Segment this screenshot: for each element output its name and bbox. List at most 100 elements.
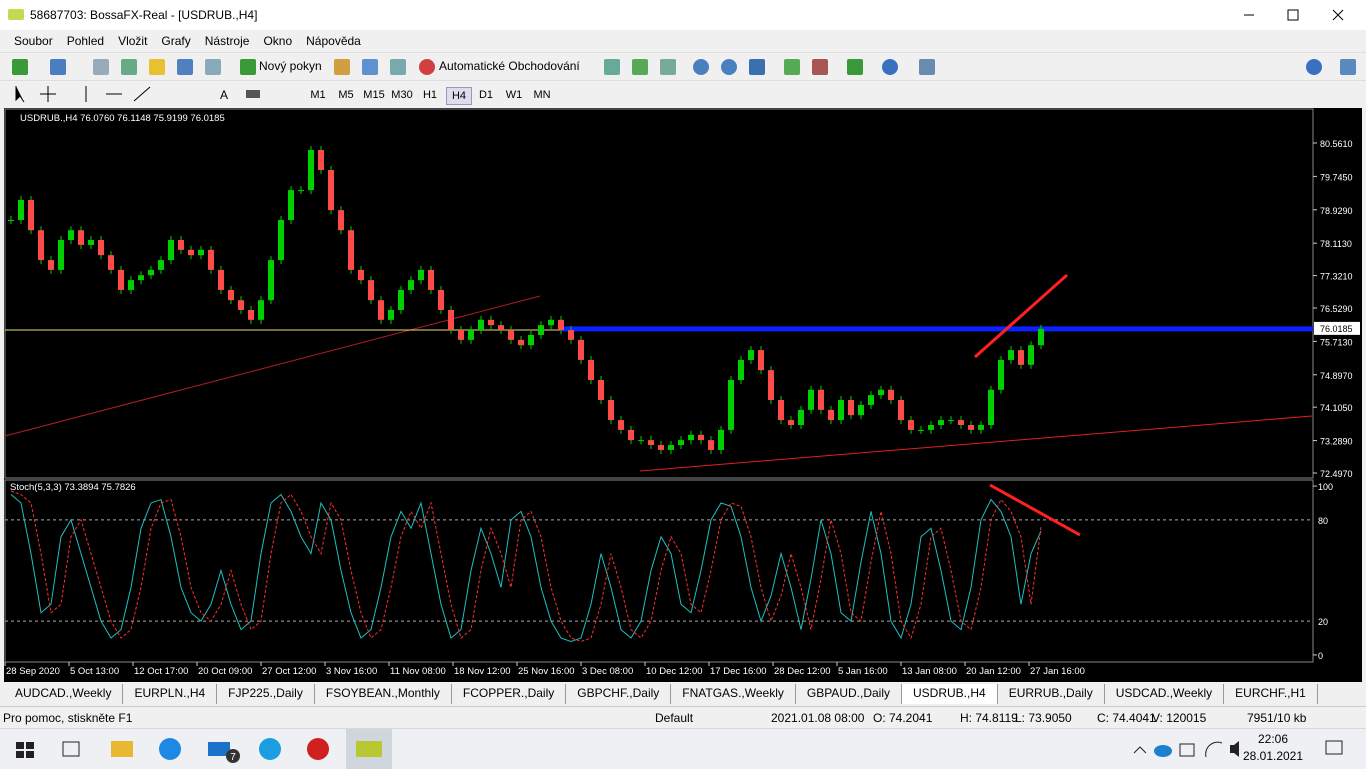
timeframe-button[interactable]: D1	[478, 89, 494, 101]
menu-item[interactable]: Nápověda	[306, 34, 361, 48]
edge[interactable]	[259, 738, 281, 760]
y-tick-label: 76.5290	[1320, 304, 1353, 314]
icon[interactable]	[121, 59, 137, 75]
drawing-tools[interactable]: A	[8, 84, 298, 104]
menu-item[interactable]: Okno	[263, 34, 293, 48]
timeframe-button[interactable]: M5	[338, 89, 354, 101]
icon[interactable]	[334, 59, 350, 75]
icon[interactable]	[919, 59, 935, 75]
timeframe-button[interactable]: M30	[391, 89, 413, 101]
icon[interactable]	[604, 59, 620, 75]
crosshair-tool[interactable]	[40, 86, 56, 102]
icon[interactable]	[177, 59, 193, 75]
last-price-band	[560, 326, 1313, 332]
mail[interactable]	[208, 742, 230, 756]
cursor-tool[interactable]	[15, 86, 25, 103]
icon[interactable]	[721, 59, 737, 75]
taskbar: 7 22:06 28.01.2021	[0, 728, 1366, 769]
task-view[interactable]	[62, 741, 80, 757]
stoch-header: Stoch(5,3,3) 73.3894 75.7826	[10, 482, 136, 493]
icon[interactable]	[693, 59, 709, 75]
icon[interactable]	[149, 59, 165, 75]
timeframe-button[interactable]: M15	[363, 89, 385, 101]
close[interactable]	[1332, 9, 1344, 21]
icon[interactable]	[1340, 59, 1356, 75]
volume[interactable]	[1230, 741, 1239, 757]
icon[interactable]	[12, 59, 28, 75]
teamviewer[interactable]	[159, 738, 181, 760]
candle	[628, 429, 634, 441]
status-field: O: 74.2041	[873, 711, 933, 725]
label-tool[interactable]	[246, 90, 260, 98]
notifications[interactable]	[1325, 740, 1343, 755]
chart-tabs: AUDCAD.,Weekly EURPLN.,H4 FJP225.,Daily FSO…	[4, 684, 1324, 704]
maximize[interactable]	[1287, 9, 1299, 21]
chart-tab[interactable]: EURPLN.,H4	[123, 684, 218, 704]
candle	[188, 249, 194, 256]
status-field: Default	[655, 711, 694, 725]
trendline-tool[interactable]	[133, 86, 151, 102]
icon[interactable]	[390, 59, 406, 75]
chart-tab[interactable]: USDRUB.,H4	[902, 684, 998, 704]
icon[interactable]	[660, 59, 676, 75]
timeframe-button[interactable]: H4	[446, 87, 472, 105]
icon[interactable]	[749, 59, 765, 75]
chart-tab[interactable]: GBPAUD.,Daily	[796, 684, 902, 704]
wifi[interactable]	[1205, 741, 1223, 758]
taskbar-icons[interactable]: 7	[0, 729, 400, 769]
start-button[interactable]	[16, 742, 34, 758]
menu-item[interactable]: Vložit	[118, 34, 148, 48]
chart-tab[interactable]: USDCAD.,Weekly	[1105, 684, 1225, 704]
menu-item[interactable]: Grafy	[161, 34, 191, 48]
onedrive[interactable]	[1154, 745, 1172, 757]
tray-icon[interactable]	[1179, 743, 1195, 757]
text-tool-icon[interactable]: A	[220, 88, 228, 102]
chart-tab[interactable]: EURRUB.,Daily	[998, 684, 1105, 704]
new-order[interactable]: Nový pokyn	[259, 59, 322, 73]
toolbar: A M1 M5 M15 M30 H1 H4 D1 W1 MN	[0, 80, 1366, 107]
timeframe-button[interactable]: MN	[533, 89, 551, 101]
auto-trading[interactable]: Automatické Obchodování	[439, 59, 580, 73]
candle	[898, 400, 904, 421]
candle	[28, 199, 34, 231]
timeframe-button[interactable]: W1	[505, 89, 523, 101]
timeframe-button[interactable]: H1	[422, 89, 438, 101]
tray-up[interactable]	[1133, 746, 1147, 754]
x-tick-label: 27 Oct 12:00	[262, 666, 316, 677]
candle	[108, 255, 114, 270]
chart-tab[interactable]: EURCHF.,H1	[1224, 684, 1318, 704]
icon[interactable]	[882, 59, 898, 75]
candle	[538, 325, 544, 335]
chart-tab[interactable]: GBPCHF.,Daily	[566, 684, 672, 704]
chart-tab[interactable]: FSOYBEAN.,Monthly	[315, 684, 452, 704]
x-tick-label: 28 Dec 12:00	[774, 666, 831, 677]
chart-tab[interactable]: AUDCAD.,Weekly	[4, 684, 124, 704]
icon[interactable]	[1306, 59, 1322, 75]
candle	[1008, 350, 1014, 360]
timeframe-button[interactable]: M1	[310, 89, 326, 101]
candle	[798, 409, 804, 425]
menu-item[interactable]: Nástroje	[204, 34, 250, 48]
icon[interactable]	[847, 59, 863, 75]
icon[interactable]	[205, 59, 221, 75]
icon[interactable]	[784, 59, 800, 75]
icon[interactable]	[240, 59, 256, 75]
icon[interactable]	[93, 59, 109, 75]
tray[interactable]	[1130, 729, 1366, 769]
explorer[interactable]	[111, 741, 133, 757]
menu-item[interactable]: Soubor	[14, 34, 53, 48]
app-s[interactable]	[307, 738, 329, 760]
icon[interactable]	[632, 59, 648, 75]
candle	[828, 409, 834, 421]
chart-tab[interactable]: FCOPPER.,Daily	[452, 684, 567, 704]
menu-item[interactable]: Pohled	[66, 34, 105, 48]
chart-tab[interactable]: FNATGAS.,Weekly	[671, 684, 796, 704]
icon[interactable]	[50, 59, 66, 75]
candle	[128, 280, 134, 290]
fx-app[interactable]	[356, 741, 382, 757]
icon[interactable]	[812, 59, 828, 75]
icon[interactable]	[362, 59, 378, 75]
icon[interactable]	[419, 59, 435, 75]
window-controls[interactable]	[1230, 0, 1366, 30]
chart-tab[interactable]: FJP225.,Daily	[217, 684, 315, 704]
